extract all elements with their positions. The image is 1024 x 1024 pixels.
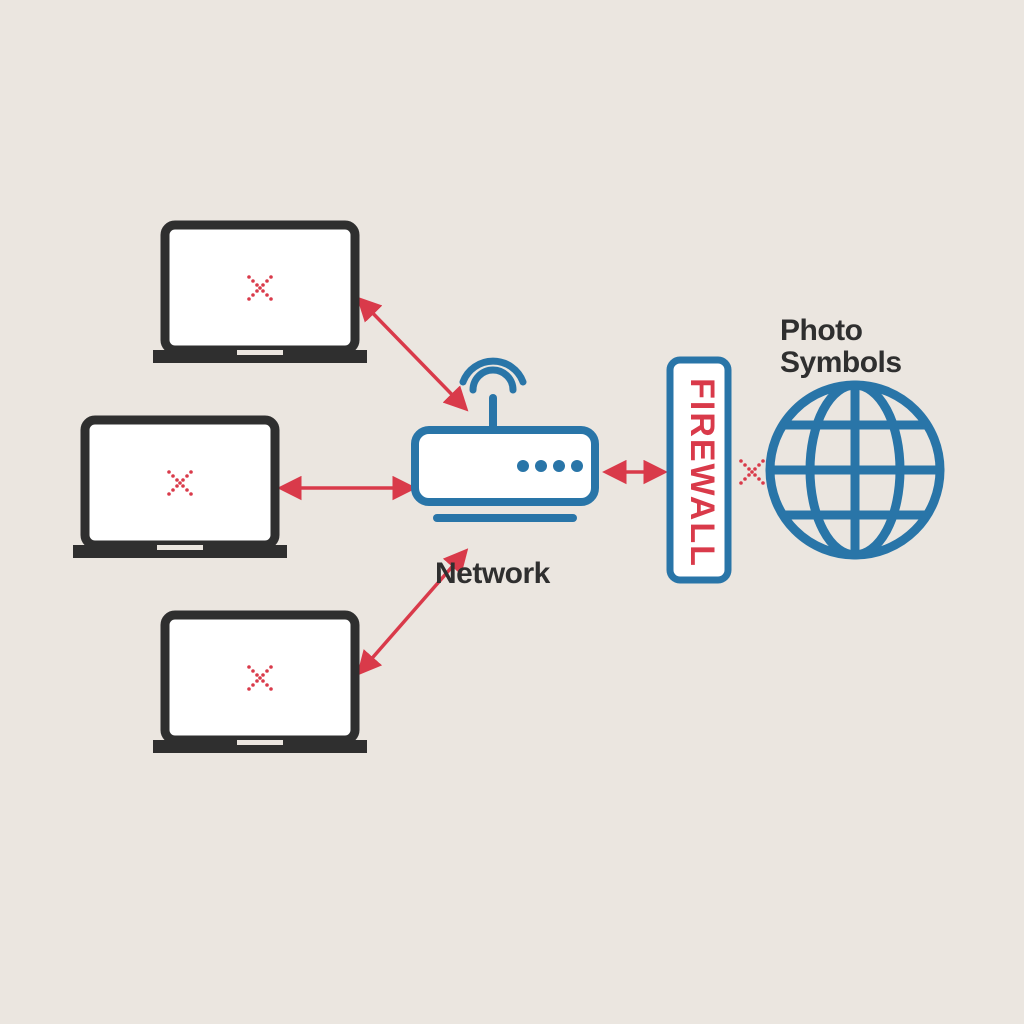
- firewall-icon: FIREWALL: [670, 360, 728, 580]
- photo-symbols-line1: Photo: [780, 314, 862, 347]
- network-label: Network: [435, 558, 550, 590]
- x-marker-icon: [739, 459, 765, 485]
- photo-symbols-label: Photo Symbols: [780, 315, 902, 378]
- laptop-icon: [153, 225, 367, 363]
- photo-symbols-line2: Symbols: [780, 346, 902, 379]
- globe-icon: [770, 385, 940, 555]
- laptop-icon: [153, 615, 367, 753]
- arrow-laptop1-router: [360, 300, 465, 408]
- firewall-label: FIREWALL: [683, 378, 721, 568]
- laptop-icon: [73, 420, 287, 558]
